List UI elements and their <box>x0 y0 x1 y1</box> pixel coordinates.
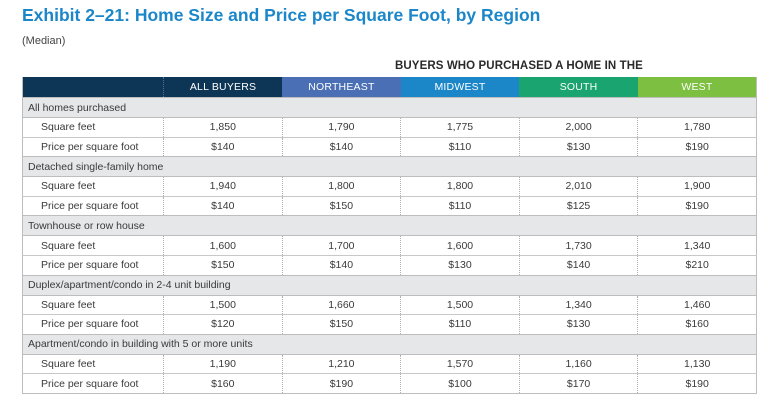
table-row: Price per square foot $160 $190 $100 $17… <box>22 373 757 394</box>
cell-all-buyers: $120 <box>163 314 283 335</box>
column-header-all-buyers: ALL BUYERS <box>163 77 283 98</box>
cell-west: 1,900 <box>637 176 757 197</box>
cell-northeast: $190 <box>281 373 401 394</box>
cell-northeast: $150 <box>281 314 401 335</box>
cell-midwest: 1,600 <box>400 235 520 256</box>
cell-all-buyers: 1,500 <box>163 294 283 315</box>
cell-northeast: 1,210 <box>281 353 401 374</box>
group-label: Duplex/apartment/condo in 2-4 unit build… <box>22 274 757 296</box>
cell-south: $130 <box>518 314 638 335</box>
group-row: Townhouse or row house <box>22 215 757 237</box>
cell-northeast: 1,790 <box>281 117 401 138</box>
cell-northeast: 1,700 <box>281 235 401 256</box>
cell-west: $190 <box>637 195 757 216</box>
cell-all-buyers: 1,940 <box>163 176 283 197</box>
cell-all-buyers: $160 <box>163 373 283 394</box>
cell-west: 1,340 <box>637 235 757 256</box>
cell-west: $190 <box>637 136 757 157</box>
cell-south: $125 <box>518 195 638 216</box>
table-row: Square feet 1,850 1,790 1,775 2,000 1,78… <box>22 117 757 138</box>
cell-all-buyers: $140 <box>163 136 283 157</box>
cell-all-buyers: $140 <box>163 195 283 216</box>
group-row: Apartment/condo in building with 5 or mo… <box>22 333 757 355</box>
group-label: Apartment/condo in building with 5 or mo… <box>22 333 757 355</box>
column-header-northeast: NORTHEAST <box>282 77 401 98</box>
row-label: Square feet <box>22 117 164 138</box>
table-row: Price per square foot $140 $140 $110 $13… <box>22 136 757 157</box>
cell-midwest: 1,800 <box>400 176 520 197</box>
cell-northeast: $140 <box>281 136 401 157</box>
cell-northeast: $150 <box>281 195 401 216</box>
cell-midwest: $130 <box>400 254 520 276</box>
column-header-blank <box>22 77 164 98</box>
cell-midwest: $110 <box>400 195 520 216</box>
cell-west: $210 <box>637 254 757 276</box>
table-row: Price per square foot $120 $150 $110 $13… <box>22 314 757 335</box>
cell-south: 2,000 <box>518 117 638 138</box>
region-super-header: BUYERS WHO PURCHASED A HOME IN THE <box>395 60 643 72</box>
group-row: Duplex/apartment/condo in 2-4 unit build… <box>22 274 757 296</box>
cell-all-buyers: 1,600 <box>163 235 283 256</box>
cell-all-buyers: 1,850 <box>163 117 283 138</box>
cell-south: 1,730 <box>518 235 638 256</box>
row-label: Price per square foot <box>22 254 164 276</box>
row-label: Price per square foot <box>22 195 164 216</box>
row-label: Price per square foot <box>22 136 164 157</box>
group-label: All homes purchased <box>22 97 757 118</box>
row-label: Price per square foot <box>22 314 164 335</box>
table-row: Price per square foot $150 $140 $130 $14… <box>22 254 757 276</box>
cell-midwest: 1,500 <box>400 294 520 315</box>
table-row: Price per square foot $140 $150 $110 $12… <box>22 195 757 216</box>
cell-midwest: 1,570 <box>400 353 520 374</box>
cell-west: 1,460 <box>637 294 757 315</box>
cell-south: 2,010 <box>518 176 638 197</box>
cell-northeast: 1,660 <box>281 294 401 315</box>
cell-south: $140 <box>518 254 638 276</box>
table-row: Square feet 1,940 1,800 1,800 2,010 1,90… <box>22 176 757 197</box>
row-label: Square feet <box>22 235 164 256</box>
subtitle: (Median) <box>22 35 66 47</box>
cell-midwest: $100 <box>400 373 520 394</box>
group-row: All homes purchased <box>22 97 757 118</box>
cell-west: 1,780 <box>637 117 757 138</box>
cell-all-buyers: $150 <box>163 254 283 276</box>
column-header-west: WEST <box>637 77 757 98</box>
cell-northeast: $140 <box>281 254 401 276</box>
cell-all-buyers: 1,190 <box>163 353 283 374</box>
group-label: Detached single-family home <box>22 156 757 178</box>
table-row: Square feet 1,600 1,700 1,600 1,730 1,34… <box>22 235 757 256</box>
cell-south: $170 <box>518 373 638 394</box>
group-row: Detached single-family home <box>22 156 757 178</box>
column-header-row: ALL BUYERS NORTHEAST MIDWEST SOUTH WEST <box>22 77 757 98</box>
row-label: Square feet <box>22 176 164 197</box>
cell-west: $190 <box>637 373 757 394</box>
row-label: Price per square foot <box>22 373 164 394</box>
cell-south: 1,340 <box>518 294 638 315</box>
group-label: Townhouse or row house <box>22 215 757 237</box>
cell-west: $160 <box>637 314 757 335</box>
cell-south: 1,160 <box>518 353 638 374</box>
row-label: Square feet <box>22 294 164 315</box>
cell-midwest: $110 <box>400 136 520 157</box>
cell-northeast: 1,800 <box>281 176 401 197</box>
column-header-midwest: MIDWEST <box>400 77 520 98</box>
table-row: Square feet 1,500 1,660 1,500 1,340 1,46… <box>22 294 757 315</box>
column-header-south: SOUTH <box>519 77 638 98</box>
cell-midwest: $110 <box>400 314 520 335</box>
exhibit-title: Exhibit 2–21: Home Size and Price per Sq… <box>22 5 541 25</box>
home-size-price-table: ALL BUYERS NORTHEAST MIDWEST SOUTH WEST … <box>22 77 757 394</box>
cell-south: $130 <box>518 136 638 157</box>
table-row: Square feet 1,190 1,210 1,570 1,160 1,13… <box>22 353 757 374</box>
cell-midwest: 1,775 <box>400 117 520 138</box>
row-label: Square feet <box>22 353 164 374</box>
cell-west: 1,130 <box>637 353 757 374</box>
